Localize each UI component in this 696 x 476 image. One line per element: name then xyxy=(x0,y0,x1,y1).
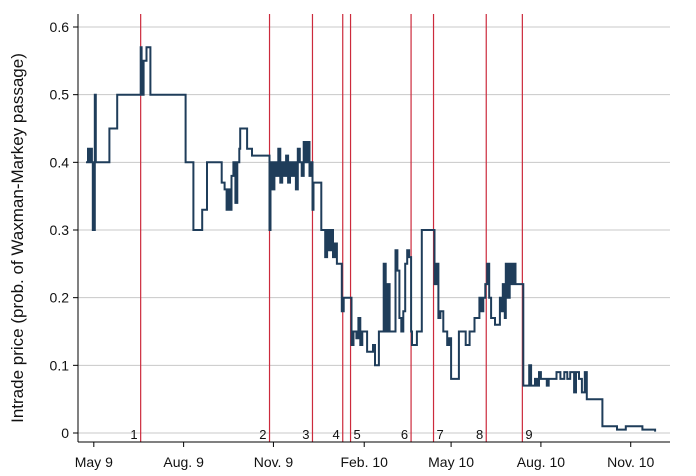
series-line-0 xyxy=(86,46,657,432)
event-label-9: 9 xyxy=(525,427,532,442)
y-tick-label-5: 0.5 xyxy=(50,87,70,103)
event-label-4: 4 xyxy=(333,427,340,442)
x-tick-label-3: Feb. 10 xyxy=(340,454,388,470)
y-tick-label-4: 0.4 xyxy=(50,154,70,170)
y-tick-label-1: 0.1 xyxy=(50,357,70,373)
y-tick-label-0: 0 xyxy=(61,425,69,441)
event-label-5: 5 xyxy=(354,427,361,442)
event-label-6: 6 xyxy=(401,427,408,442)
event-label-2: 2 xyxy=(259,427,266,442)
x-tick-label-0: May 9 xyxy=(75,454,113,470)
y-tick-label-3: 0.3 xyxy=(50,222,70,238)
x-tick-label-6: Nov. 10 xyxy=(607,454,654,470)
x-tick-label-2: Nov. 9 xyxy=(254,454,294,470)
y-axis-title: Intrade price (prob. of Waxman-Markey pa… xyxy=(8,53,27,423)
event-label-8: 8 xyxy=(476,427,483,442)
y-tick-label-2: 0.2 xyxy=(50,290,70,306)
event-lines xyxy=(140,14,523,442)
x-tick-label-1: Aug. 9 xyxy=(163,454,204,470)
x-tick-label-5: Aug. 10 xyxy=(517,454,565,470)
axes xyxy=(77,14,670,443)
y-tick-label-6: 0.6 xyxy=(50,19,70,35)
event-label-3: 3 xyxy=(302,427,309,442)
x-tick-label-4: May 10 xyxy=(428,454,474,470)
x-ticks: May 9 Aug. 9 Nov. 9 Feb. 10 May 10 Aug. 10 Nov… xyxy=(75,442,655,470)
gridlines xyxy=(78,26,670,434)
series-lines xyxy=(86,46,657,432)
y-ticks: 0 0.1 0.2 0.3 0.4 0.5 0.6 xyxy=(50,19,78,441)
event-label-1: 1 xyxy=(130,427,137,442)
event-label-7: 7 xyxy=(437,427,444,442)
